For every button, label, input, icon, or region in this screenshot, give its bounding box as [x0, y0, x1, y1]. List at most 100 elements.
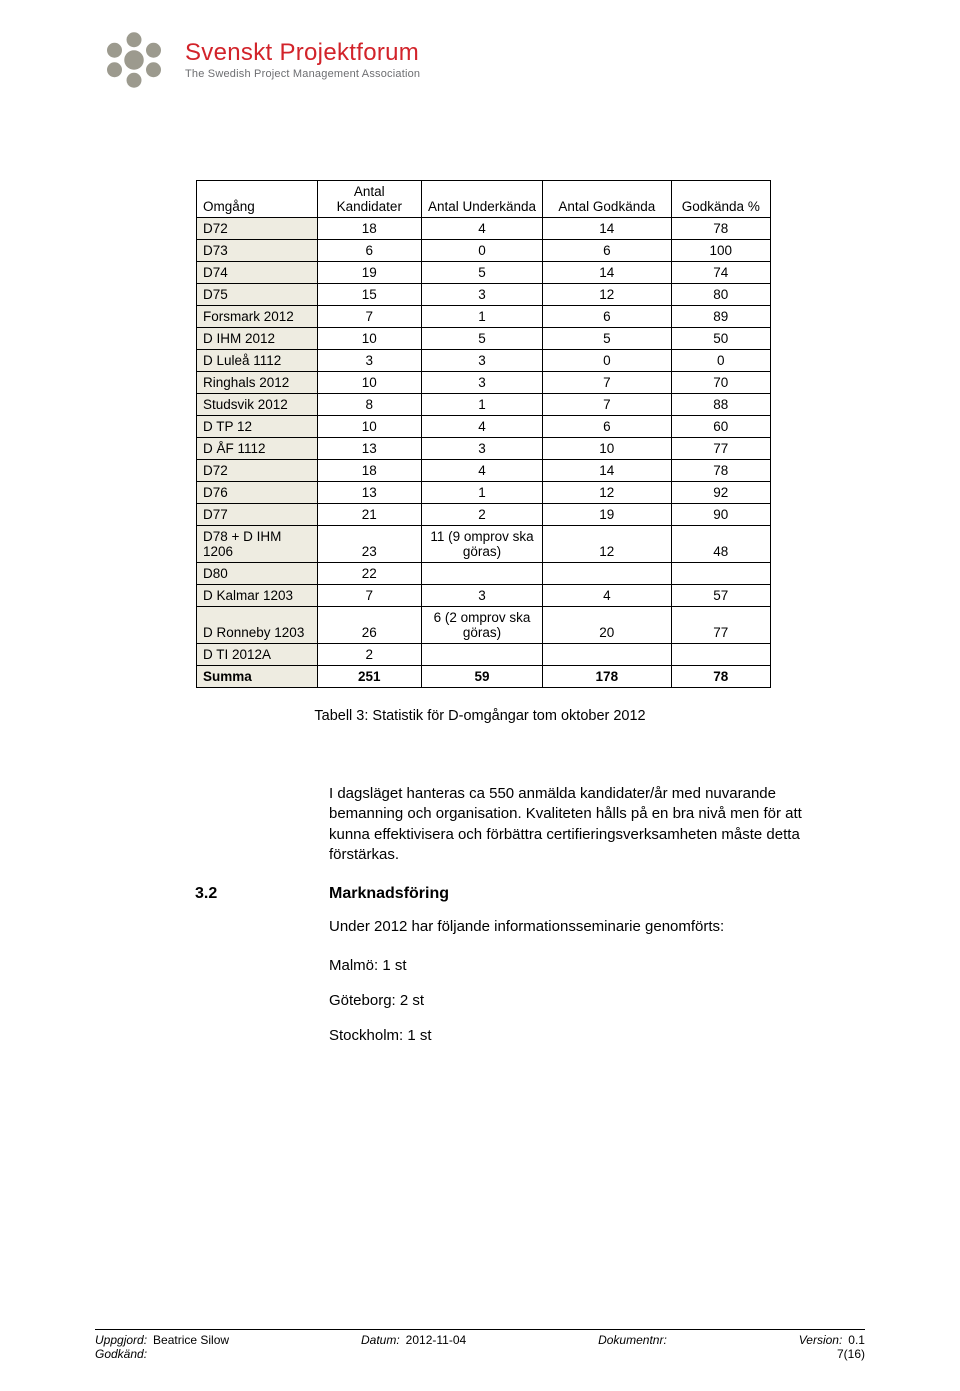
list-line: Göteborg: 2 st	[329, 992, 845, 1009]
table-sum-cell: Summa	[197, 666, 318, 688]
table-cell: 50	[671, 328, 770, 350]
table-cell: D73	[197, 240, 318, 262]
table-cell: 10	[543, 438, 672, 460]
section-paragraph: Under 2012 har följande informationssemi…	[329, 917, 845, 937]
col-underkanda: Antal Underkända	[421, 181, 542, 218]
header-logo: Svenskt Projektforum The Swedish Project…	[95, 30, 865, 90]
table-cell: 7	[543, 372, 672, 394]
table-row: D73606100	[197, 240, 771, 262]
table-cell: D Kalmar 1203	[197, 585, 318, 607]
table-cell: D IHM 2012	[197, 328, 318, 350]
logo-title: Svenskt Projektforum	[185, 41, 420, 65]
godkand-label: Godkänd:	[95, 1347, 147, 1361]
table-cell: 3	[421, 438, 542, 460]
table-row: Forsmark 201271689	[197, 306, 771, 328]
uppgjord-value: Beatrice Silow	[153, 1333, 229, 1347]
table-cell: D Ronneby 1203	[197, 607, 318, 644]
table-cell: 77	[671, 607, 770, 644]
table-cell: 78	[671, 218, 770, 240]
table-cell: 48	[671, 526, 770, 563]
table-cell: D TI 2012A	[197, 644, 318, 666]
table-cell: 92	[671, 482, 770, 504]
table-cell: 10	[317, 328, 421, 350]
table-cell: 21	[317, 504, 421, 526]
table-cell: 90	[671, 504, 770, 526]
table-cell: Studsvik 2012	[197, 394, 318, 416]
table-cell: 88	[671, 394, 770, 416]
table-cell	[543, 563, 672, 585]
section-title: Marknadsföring	[329, 885, 449, 903]
table-cell: 6 (2 omprov ska göras)	[421, 607, 542, 644]
table-cell: 0	[671, 350, 770, 372]
table-cell: 7	[543, 394, 672, 416]
table-row: Ringhals 2012103770	[197, 372, 771, 394]
table-cell: D72	[197, 218, 318, 240]
table-row: D741951474	[197, 262, 771, 284]
datum-value: 2012-11-04	[406, 1333, 467, 1347]
table-cell: 22	[317, 563, 421, 585]
table-cell: 77	[671, 438, 770, 460]
table-cell: 2	[421, 504, 542, 526]
table-cell: D77	[197, 504, 318, 526]
table-cell	[421, 563, 542, 585]
table-cell: 15	[317, 284, 421, 306]
table-cell: 1	[421, 394, 542, 416]
table-cell: 12	[543, 284, 672, 306]
table-cell: 18	[317, 218, 421, 240]
table-cell: 12	[543, 526, 672, 563]
table-cell: 89	[671, 306, 770, 328]
table-cell: 5	[421, 262, 542, 284]
col-godkanda-pct: Godkända %	[671, 181, 770, 218]
table-row: D721841478	[197, 218, 771, 240]
table-cell: 19	[543, 504, 672, 526]
table-cell: D ÅF 1112	[197, 438, 318, 460]
table-row: D761311292	[197, 482, 771, 504]
table-cell: 3	[421, 350, 542, 372]
table-cell: 20	[543, 607, 672, 644]
table-sum-cell: 251	[317, 666, 421, 688]
table-cell: 26	[317, 607, 421, 644]
table-cell: 6	[543, 240, 672, 262]
table-cell: 11 (9 omprov ska göras)	[421, 526, 542, 563]
table-cell: D78 + D IHM 1206	[197, 526, 318, 563]
table-cell: 60	[671, 416, 770, 438]
table-cell: 14	[543, 218, 672, 240]
table-cell: 78	[671, 460, 770, 482]
table-cell: 13	[317, 482, 421, 504]
table-cell	[421, 644, 542, 666]
col-kandidater: Antal Kandidater	[317, 181, 421, 218]
table-caption: Tabell 3: Statistik för D-omgångar tom o…	[95, 708, 865, 724]
datum-label: Datum:	[361, 1333, 400, 1347]
table-cell: 5	[421, 328, 542, 350]
table-cell: 5	[543, 328, 672, 350]
table-cell: 6	[543, 306, 672, 328]
table-cell: 13	[317, 438, 421, 460]
table-cell: 7	[317, 585, 421, 607]
table-cell: 2	[317, 644, 421, 666]
table-cell: 18	[317, 460, 421, 482]
table-cell: 3	[317, 350, 421, 372]
table-row: D TI 2012A2	[197, 644, 771, 666]
table-row: D721841478	[197, 460, 771, 482]
table-cell: D TP 12	[197, 416, 318, 438]
table-cell	[671, 563, 770, 585]
table-cell: Forsmark 2012	[197, 306, 318, 328]
table-cell: 12	[543, 482, 672, 504]
table-cell: 8	[317, 394, 421, 416]
table-cell: D74	[197, 262, 318, 284]
col-omgang: Omgång	[197, 181, 318, 218]
table-cell: 4	[421, 460, 542, 482]
table-cell: 1	[421, 482, 542, 504]
table-cell: 3	[421, 284, 542, 306]
statistics-table: Omgång Antal Kandidater Antal Underkända…	[196, 180, 771, 688]
table-cell: 3	[421, 372, 542, 394]
table-cell	[671, 644, 770, 666]
table-row: D TP 12104660	[197, 416, 771, 438]
table-row: D Kalmar 120373457	[197, 585, 771, 607]
table-cell: 3	[421, 585, 542, 607]
table-cell: Ringhals 2012	[197, 372, 318, 394]
table-cell: 23	[317, 526, 421, 563]
body-paragraph: I dagsläget hanteras ca 550 anmälda kand…	[329, 784, 845, 865]
col-godkanda: Antal Godkända	[543, 181, 672, 218]
table-cell: D72	[197, 460, 318, 482]
